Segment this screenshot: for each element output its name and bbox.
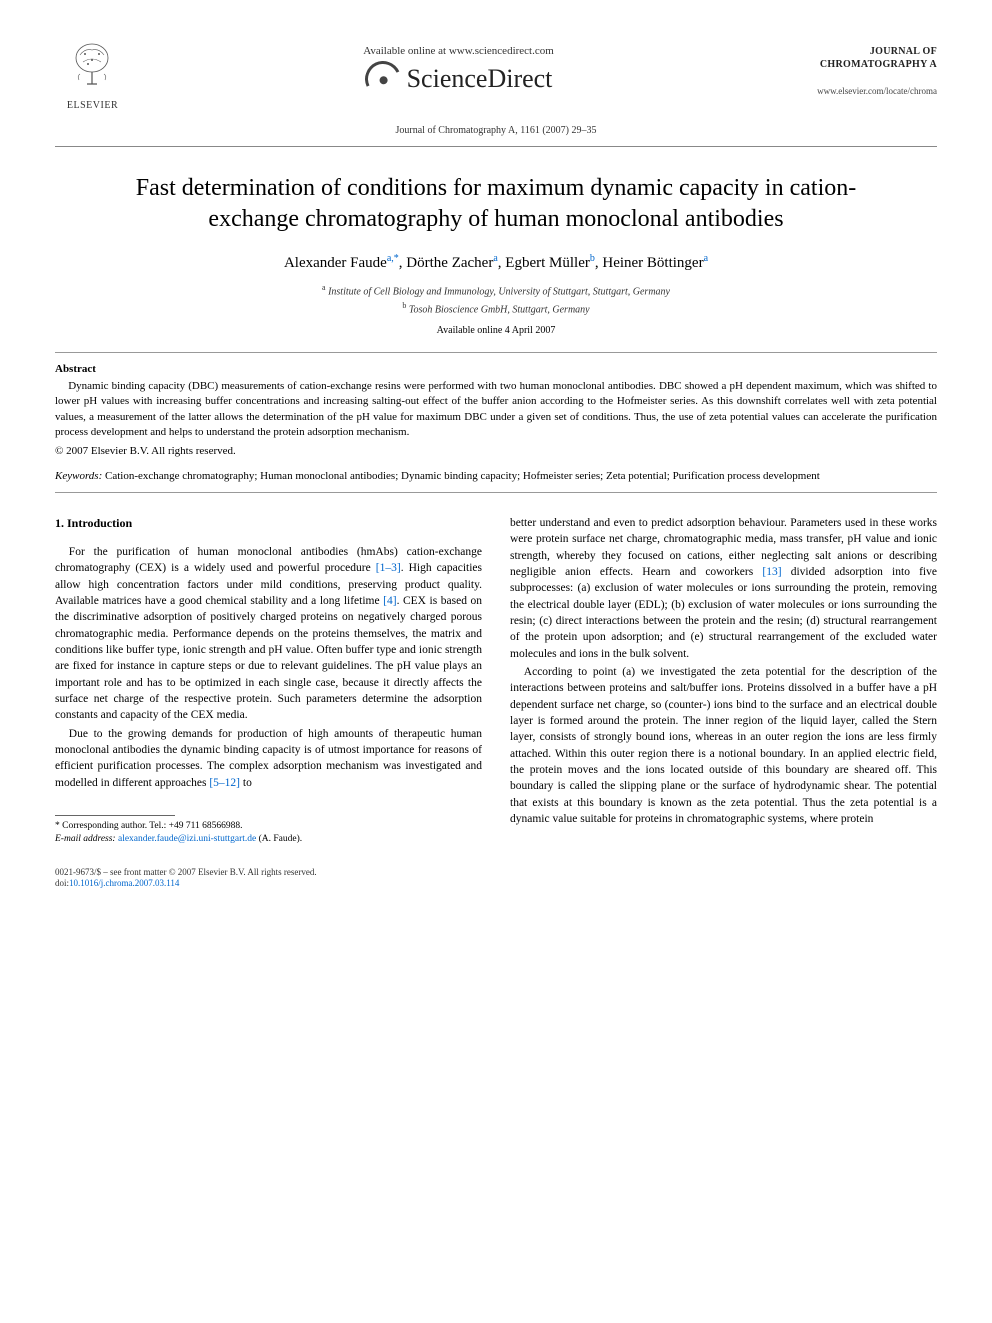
author: Heiner Böttinger xyxy=(602,255,703,271)
keywords-text: Cation-exchange chromatography; Human mo… xyxy=(105,470,820,482)
author-marker[interactable]: a,* xyxy=(387,253,399,264)
paragraph: For the purification of human monoclonal… xyxy=(55,544,482,724)
section-heading-introduction: 1. Introduction xyxy=(55,515,482,532)
email-link[interactable]: alexander.faude@izi.uni-stuttgart.de xyxy=(118,834,256,844)
available-online-text: Available online at www.sciencedirect.co… xyxy=(130,45,787,57)
article-title: Fast determination of conditions for max… xyxy=(95,173,897,235)
paragraph: According to point (a) we investigated t… xyxy=(510,664,937,827)
citation: Journal of Chromatography A, 1161 (2007)… xyxy=(55,125,937,136)
affiliation-a: a Institute of Cell Biology and Immunolo… xyxy=(55,282,937,299)
paragraph: better understand and even to predict ad… xyxy=(510,515,937,662)
corresponding-footnote: * Corresponding author. Tel.: +49 711 68… xyxy=(55,820,482,847)
corresponding-email-line: E-mail address: alexander.faude@izi.uni-… xyxy=(55,833,482,846)
center-header: Available online at www.sciencedirect.co… xyxy=(130,40,787,102)
footnote-rule xyxy=(55,815,175,816)
footer-doi: doi:10.1016/j.chroma.2007.03.114 xyxy=(55,878,937,890)
sciencedirect-logo: ScienceDirect xyxy=(365,61,553,97)
keywords-bottom-rule xyxy=(55,492,937,493)
ref-link[interactable]: [13] xyxy=(762,566,781,578)
keywords-label: Keywords: xyxy=(55,470,102,482)
publisher-logo: ELSEVIER xyxy=(55,40,130,111)
body-columns: 1. Introduction For the purification of … xyxy=(55,515,937,847)
paragraph: Due to the growing demands for productio… xyxy=(55,726,482,791)
journal-box: JOURNAL OF CHROMATOGRAPHY A www.elsevier… xyxy=(787,40,937,96)
email-label: E-mail address: xyxy=(55,834,116,844)
column-left: 1. Introduction For the purification of … xyxy=(55,515,482,847)
affiliation-b: b Tosoh Bioscience GmbH, Stuttgart, Germ… xyxy=(55,300,937,317)
authors-line: Alexander Faudea,*, Dörthe Zachera, Egbe… xyxy=(55,253,937,272)
sciencedirect-swoosh-icon xyxy=(360,56,406,102)
ref-link[interactable]: [5–12] xyxy=(209,777,240,789)
author: Alexander Faude xyxy=(284,255,387,271)
author-marker[interactable]: a xyxy=(704,253,708,264)
doi-link[interactable]: 10.1016/j.chroma.2007.03.114 xyxy=(69,878,179,888)
abstract-top-rule xyxy=(55,352,937,353)
header-rule xyxy=(55,146,937,147)
journal-name-line1: JOURNAL OF xyxy=(787,45,937,58)
affiliations: a Institute of Cell Biology and Immunolo… xyxy=(55,282,937,317)
keywords: Keywords: Cation-exchange chromatography… xyxy=(55,469,937,484)
abstract-body: Dynamic binding capacity (DBC) measureme… xyxy=(55,379,937,441)
footer-copyright: 0021-9673/$ – see front matter © 2007 El… xyxy=(55,867,937,879)
journal-name-line2: CHROMATOGRAPHY A xyxy=(787,58,937,71)
available-date: Available online 4 April 2007 xyxy=(55,325,937,336)
column-right: better understand and even to predict ad… xyxy=(510,515,937,847)
publisher-name: ELSEVIER xyxy=(55,100,130,111)
author: Dörthe Zacher xyxy=(406,255,493,271)
page-footer: 0021-9673/$ – see front matter © 2007 El… xyxy=(55,867,937,890)
sciencedirect-text: ScienceDirect xyxy=(407,64,553,94)
corresponding-tel: * Corresponding author. Tel.: +49 711 68… xyxy=(55,820,482,833)
author-marker[interactable]: a xyxy=(493,253,497,264)
author: Egbert Müller xyxy=(505,255,590,271)
abstract-copyright: © 2007 Elsevier B.V. All rights reserved… xyxy=(55,445,937,457)
elsevier-tree-icon xyxy=(55,40,130,98)
journal-url: www.elsevier.com/locate/chroma xyxy=(787,86,937,96)
ref-link[interactable]: [1–3] xyxy=(376,562,401,574)
ref-link[interactable]: [4] xyxy=(383,595,396,607)
header: ELSEVIER Available online at www.science… xyxy=(55,40,937,111)
author-marker[interactable]: b xyxy=(590,253,595,264)
email-suffix: (A. Faude). xyxy=(259,834,303,844)
abstract-heading: Abstract xyxy=(55,363,937,375)
